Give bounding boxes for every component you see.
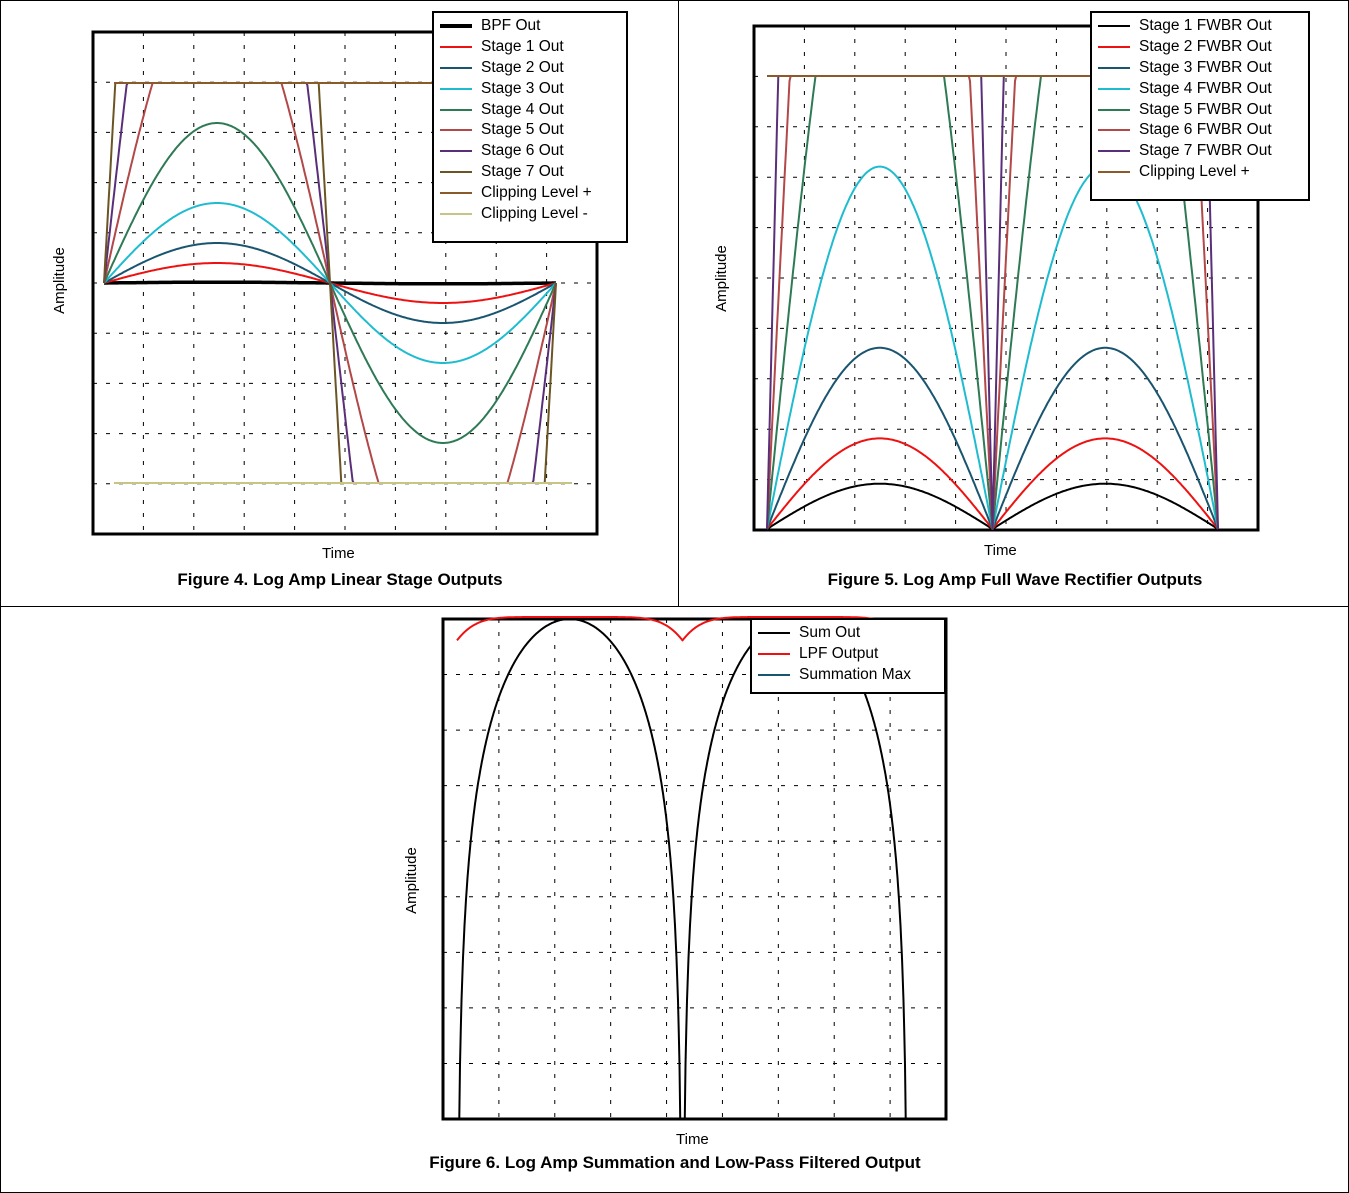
legend-swatch [1098,66,1130,69]
legend-swatch [440,46,472,49]
fig6-xlabel: Time [676,1131,709,1148]
legend-label: Stage 3 Out [481,79,564,97]
fig5-legend: Stage 1 FWBR Out Stage 2 FWBR Out Stage 3 … [1090,11,1310,201]
legend-label: Clipping Level + [1139,162,1250,180]
legend-swatch [440,66,472,69]
legend-item: Stage 2 FWBR Out [1098,37,1302,58]
legend-label: Clipping Level + [481,183,592,201]
fig4-caption: Figure 4. Log Amp Linear Stage Outputs [177,570,503,589]
fig6-plot-frame [441,617,948,1121]
legend-item: Sum Out [758,623,938,644]
legend-label: Stage 3 FWBR Out [1139,58,1272,76]
legend-label: Stage 4 FWBR Out [1139,79,1272,97]
legend-item: Stage 3 FWBR Out [1098,58,1302,79]
fig6-legend: Sum Out LPF Output Summation Max [750,618,946,694]
legend-item: Clipping Level - [440,203,620,224]
legend-swatch [1098,46,1130,49]
legend-swatch [758,673,790,676]
legend-label: BPF Out [481,17,541,35]
legend-swatch [1098,170,1130,173]
legend-swatch [440,24,472,29]
legend-label: Stage 2 FWBR Out [1139,38,1272,56]
legend-item: Stage 5 FWBR Out [1098,99,1302,120]
legend-item: BPF Out [440,16,620,37]
legend-swatch [1098,150,1130,153]
legend-label: Stage 4 Out [481,100,564,118]
legend-swatch [440,150,472,153]
legend-item: LPF Output [758,644,938,665]
legend-item: Summation Max [758,665,938,686]
legend-label: Clipping Level - [481,204,588,222]
legend-swatch [440,87,472,90]
fig6-series-line [456,618,909,1120]
legend-swatch [440,108,472,111]
legend-label: Stage 1 FWBR Out [1139,17,1272,35]
legend-item: Stage 3 Out [440,78,620,99]
legend-item: Stage 1 FWBR Out [1098,16,1302,37]
legend-label: Sum Out [799,624,861,642]
legend-label: Stage 7 FWBR Out [1139,142,1272,160]
legend-item: Stage 7 FWBR Out [1098,141,1302,162]
legend-item: Clipping Level + [1098,162,1302,183]
fig4-legend: BPF Out Stage 1 Out Stage 2 Out Stage 3 Out… [432,11,628,243]
legend-swatch [1098,87,1130,90]
legend-label: Stage 6 Out [481,142,564,160]
fig6-ylabel: Amplitude [402,847,420,914]
legend-item: Clipping Level + [440,182,620,203]
legend-swatch [1098,108,1130,111]
legend-swatch [1098,25,1130,28]
legend-item: Stage 6 FWBR Out [1098,120,1302,141]
legend-swatch [1098,129,1130,132]
fig6-caption: Figure 6. Log Amp Summation and Low-Pass… [429,1153,921,1172]
legend-label: Summation Max [799,665,911,683]
fig4-xlabel: Time [322,545,355,562]
fig5-caption: Figure 5. Log Amp Full Wave Rectifier Ou… [827,570,1203,589]
fig6-series-line [456,616,909,642]
legend-item: Stage 4 Out [440,99,620,120]
legend-swatch [440,170,472,173]
legend-label: Stage 6 FWBR Out [1139,121,1272,139]
legend-label: LPF Output [799,645,879,663]
legend-item: Stage 5 Out [440,120,620,141]
legend-swatch [758,632,790,635]
legend-label: Stage 7 Out [481,162,564,180]
legend-swatch [440,129,472,132]
legend-label: Stage 5 FWBR Out [1139,100,1272,118]
fig5-ylabel: Amplitude [712,245,730,312]
legend-item: Stage 7 Out [440,162,620,183]
fig5-xlabel: Time [984,542,1017,559]
legend-swatch [758,653,790,656]
legend-item: Stage 4 FWBR Out [1098,78,1302,99]
legend-label: Stage 2 Out [481,58,564,76]
legend-item: Stage 1 Out [440,37,620,58]
legend-swatch [440,191,472,194]
fig5-series-line [766,165,1219,530]
legend-item: Stage 2 Out [440,58,620,79]
fig4-ylabel: Amplitude [50,247,68,314]
legend-label: Stage 5 Out [481,121,564,139]
legend-swatch [440,212,472,215]
legend-item: Stage 6 Out [440,141,620,162]
legend-label: Stage 1 Out [481,38,564,56]
